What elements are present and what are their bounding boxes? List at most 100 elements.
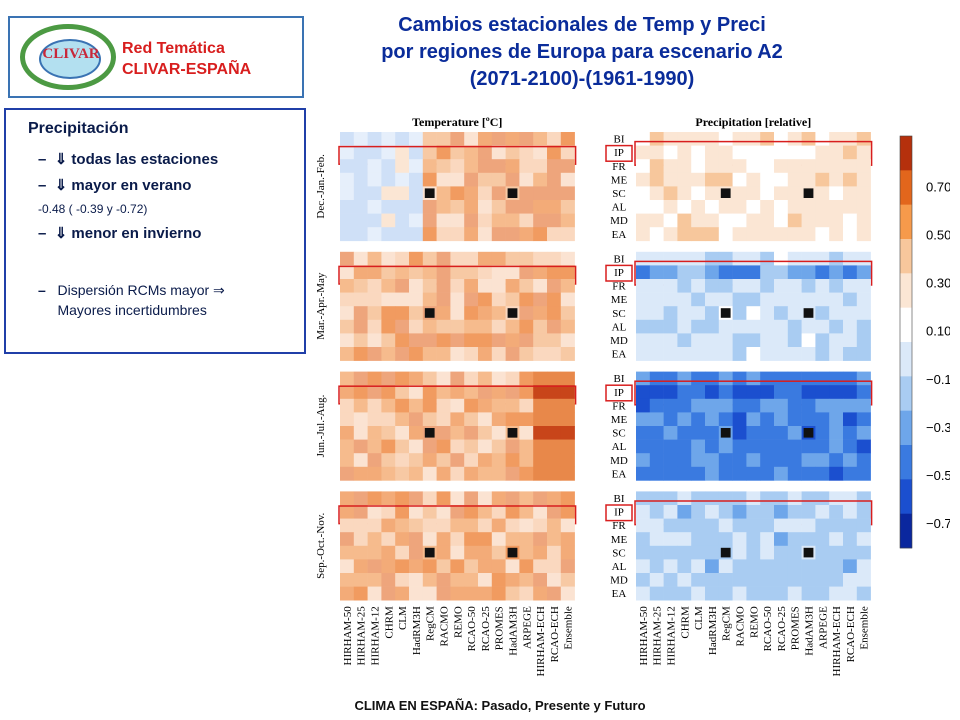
colorbar-tick-label: −0.30 <box>926 420 950 435</box>
region-label: SC <box>612 547 625 559</box>
precipitation-cell <box>649 385 664 400</box>
precipitation-cell <box>760 347 775 361</box>
summer-values: -0.48 ( -0.39 y -0.72) <box>38 202 148 216</box>
temperature-cell <box>409 412 424 427</box>
temperature-cell <box>519 200 534 214</box>
precipitation-cell <box>649 132 664 146</box>
temperature-cell <box>450 545 465 560</box>
temperature-cell <box>450 172 465 187</box>
precipitation-cell <box>746 426 761 440</box>
precipitation-cell <box>636 292 651 307</box>
precipitation-cell <box>732 279 747 293</box>
precipitation-cell <box>746 371 761 386</box>
temperature-cell <box>533 491 548 506</box>
temperature-cell <box>353 279 368 293</box>
temperature-cell <box>436 559 451 574</box>
temperature-cell <box>505 559 520 574</box>
temperature-cell <box>409 426 424 440</box>
region-label: FR <box>612 400 626 412</box>
precipitation-cell <box>843 505 858 519</box>
temperature-cell <box>560 347 575 361</box>
precipitation-cell <box>718 172 733 187</box>
temperature-cell <box>560 466 575 481</box>
precipitation-cell <box>663 306 678 321</box>
precipitation-cell <box>649 145 664 160</box>
network-name-line1: Red Temática <box>122 40 225 57</box>
temperature-cell <box>422 398 437 413</box>
precipitation-cell <box>760 172 775 187</box>
precipitation-cell <box>663 586 678 601</box>
precipitation-cell <box>746 573 761 587</box>
temperature-cell <box>395 439 410 454</box>
temperature-cell <box>519 227 534 242</box>
temperature-cell <box>464 347 479 361</box>
model-label-precipitation: HIRHAM-12 <box>666 606 678 665</box>
temperature-cell <box>505 333 520 348</box>
temperature-cell <box>340 132 355 146</box>
temperature-cell <box>436 213 451 228</box>
precipitation-cell <box>718 251 733 266</box>
temperature-cell <box>560 385 575 400</box>
temperature-cell <box>533 227 548 242</box>
precipitation-cell <box>815 545 830 560</box>
model-label-temperature: RegCM <box>425 606 437 641</box>
precipitation-cell <box>691 586 706 601</box>
precipitation-cell <box>829 426 844 440</box>
precipitation-cell <box>636 306 651 321</box>
temperature-cell <box>409 227 424 242</box>
precipitation-cell <box>815 200 830 214</box>
region-label: EA <box>612 468 627 480</box>
precipitation-cell <box>843 532 858 547</box>
colorbar-segment <box>900 307 912 343</box>
precipitation-cell <box>691 251 706 266</box>
precipitation-cell <box>760 412 775 427</box>
temperature-cell <box>340 279 355 293</box>
temperature-cell <box>478 586 493 601</box>
precipitation-cell <box>663 213 678 228</box>
temperature-cell <box>560 412 575 427</box>
temperature-cell <box>381 426 396 440</box>
precipitation-cell <box>774 132 789 146</box>
model-label-temperature: RCAO-ECH <box>549 606 561 662</box>
precipitation-cell <box>677 385 692 400</box>
precipitation-cell <box>829 333 844 348</box>
precipitation-cell <box>829 505 844 519</box>
precipitation-cell <box>746 279 761 293</box>
temperature-cell <box>478 412 493 427</box>
temperature-cell <box>422 145 437 160</box>
precipitation-cell <box>815 491 830 506</box>
highlight-box-label <box>605 264 633 282</box>
temperature-cell <box>547 505 562 519</box>
precipitation-cell <box>649 347 664 361</box>
temperature-cell <box>464 573 479 587</box>
temperature-cell <box>505 279 520 293</box>
temperature-cell <box>450 586 465 601</box>
temperature-cell <box>450 292 465 307</box>
precipitation-cell <box>815 385 830 400</box>
precipitation-cell <box>677 145 692 160</box>
precipitation-cell <box>774 145 789 160</box>
precipitation-cell <box>787 453 802 468</box>
region-label: IP <box>614 147 624 159</box>
temperature-cell <box>547 145 562 160</box>
precipitation-cell <box>691 333 706 348</box>
temperature-cell <box>422 347 437 361</box>
precipitation-cell <box>774 265 789 280</box>
temperature-cell <box>409 265 424 280</box>
temperature-cell <box>395 371 410 386</box>
temperature-cell <box>533 505 548 519</box>
temperature-cell <box>395 559 410 574</box>
precipitation-cell <box>691 186 706 201</box>
temperature-cell <box>464 279 479 293</box>
temperature-cell <box>533 586 548 601</box>
missing-marker <box>803 428 814 438</box>
temperature-cell <box>491 306 506 321</box>
precipitation-cell <box>663 398 678 413</box>
precipitation-cell <box>649 333 664 348</box>
temperature-cell <box>409 586 424 601</box>
temperature-cell <box>464 145 479 160</box>
precipitation-cell <box>843 426 858 440</box>
precipitation-cell <box>856 398 871 413</box>
temperature-cell <box>381 491 396 506</box>
temperature-cell <box>519 559 534 574</box>
